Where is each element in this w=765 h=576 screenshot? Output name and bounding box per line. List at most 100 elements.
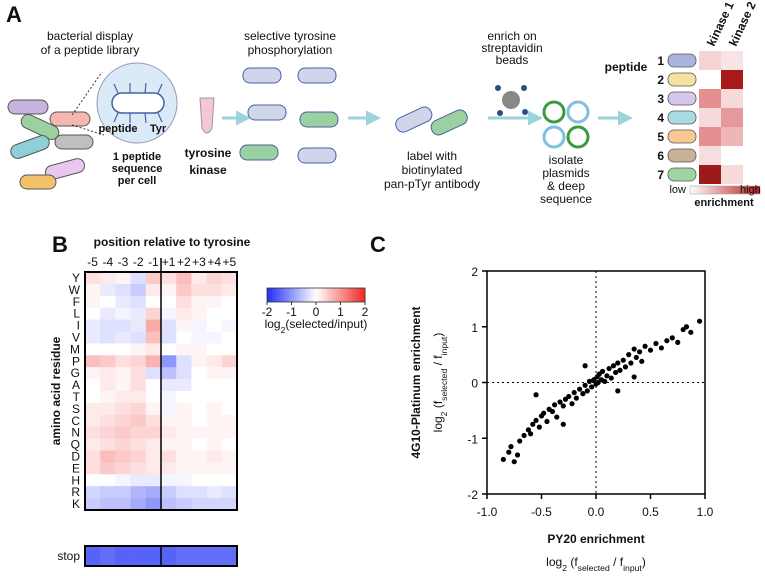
- colorbar-step: [298, 288, 302, 302]
- heatmap-cell: [191, 307, 207, 320]
- heatmap-cell: [130, 283, 147, 297]
- colorbar-label-part: log: [265, 317, 281, 331]
- colorbar-step: [345, 288, 349, 302]
- step-title: of a peptide library: [41, 43, 140, 57]
- heatmap-cell: [161, 343, 177, 356]
- heatmap-cell: [130, 379, 147, 392]
- heatmap-cell: [206, 343, 223, 356]
- step-title: isolate: [549, 153, 584, 167]
- colorbar-step: [316, 288, 319, 302]
- y-tick-label: 1: [471, 321, 478, 335]
- point: [573, 395, 579, 401]
- column-label: +4: [207, 255, 221, 269]
- heatmap-cell: [176, 414, 192, 427]
- y-axis-title: 4G10-Platinum enrichment: [409, 306, 423, 458]
- heatmap-cell: [161, 450, 177, 463]
- row-label: K: [72, 497, 80, 511]
- heatmap-cell: [100, 331, 116, 344]
- heatmap-cell: [191, 283, 207, 297]
- step-title: label with: [407, 149, 457, 163]
- heatmap-cell: [85, 307, 101, 320]
- point: [683, 324, 690, 330]
- x-axis-units-part: (f: [567, 555, 578, 569]
- heatmap-cell: [145, 486, 162, 499]
- row-label: A: [72, 378, 80, 392]
- heatmap-cell: [85, 462, 101, 475]
- peptide-number: 5: [657, 130, 664, 144]
- heatmap-cell: [191, 379, 207, 392]
- scale-low: low: [669, 184, 686, 196]
- colorbar-step: [357, 288, 361, 302]
- heatmap-cell: [191, 367, 207, 380]
- column-label: +1: [162, 255, 176, 269]
- heatmap-cell: [191, 450, 207, 463]
- peptide-number: 1: [657, 54, 664, 68]
- heatmap-cell: [191, 272, 207, 285]
- step-title: beads: [496, 53, 529, 67]
- point: [533, 392, 539, 398]
- heatmap-cell: [130, 486, 147, 499]
- peptide-header: peptide: [605, 60, 648, 74]
- heatmap-cell: [85, 283, 101, 297]
- heatmap-cell: [100, 402, 116, 416]
- heatmap-cell: [161, 498, 177, 511]
- heatmap-cell: [145, 474, 162, 487]
- heatmap-cell: [130, 450, 147, 463]
- heatmap-cell: [206, 283, 223, 297]
- point: [642, 343, 648, 349]
- heatmap-cell: [221, 319, 238, 332]
- colorbar-step: [276, 288, 280, 302]
- heatmap-cell: [100, 462, 116, 475]
- scale-high: high: [740, 184, 761, 196]
- heatmap-cell: [176, 498, 192, 511]
- y-tick-label: 2: [471, 265, 478, 279]
- heatmap-cell: [115, 355, 131, 368]
- heatmap-cell: [191, 462, 207, 475]
- point: [557, 399, 563, 405]
- point: [536, 424, 542, 430]
- heatmap-cell: [221, 546, 238, 566]
- point: [639, 358, 645, 364]
- heatmap-cell: [145, 462, 162, 475]
- heatmap-cell: [130, 474, 147, 487]
- heatmap-cell: [176, 272, 192, 285]
- heatmap-cell: [206, 319, 223, 332]
- point: [541, 410, 547, 416]
- heatmap-cell: [206, 462, 223, 475]
- colorbar-step: [303, 288, 307, 302]
- heatmap-cell: [161, 474, 177, 487]
- heatmap-cell: [85, 355, 101, 368]
- heatmap-cell: [115, 331, 131, 344]
- heatmap-cell: [145, 438, 162, 451]
- x-tick-label: -0.5: [531, 505, 552, 519]
- heatmap-cell: [221, 486, 238, 499]
- heatmap-cell: [85, 450, 101, 463]
- point: [602, 378, 608, 384]
- colorbar-step: [330, 288, 334, 302]
- row-label: M: [70, 342, 80, 356]
- heatmap-cell: [221, 391, 238, 404]
- point: [577, 386, 583, 392]
- heatmap-cell: [130, 402, 147, 416]
- heatmap-cell: [191, 343, 207, 356]
- heatmap-cell: [221, 462, 238, 475]
- heatmap-cell: [161, 272, 177, 285]
- colorbar-step: [328, 288, 332, 302]
- heatmap-cell: [115, 462, 131, 475]
- heatmap-cell: [145, 272, 162, 285]
- colorbar-step: [338, 288, 341, 302]
- step-title: phosphorylation: [248, 43, 333, 57]
- heatmap-cell: [85, 343, 101, 356]
- heatmap-cell: [130, 295, 147, 308]
- point: [613, 369, 619, 376]
- heatmap-cell: [206, 379, 223, 392]
- heatmap-cell: [115, 426, 131, 439]
- heatmap-cell: [191, 474, 207, 487]
- point: [533, 417, 539, 424]
- colorbar-step: [281, 288, 285, 302]
- step-title: sequence: [540, 192, 592, 206]
- row-label: L: [73, 307, 80, 321]
- heatmap-cell: [100, 367, 116, 380]
- heatmap-cell: [221, 438, 238, 451]
